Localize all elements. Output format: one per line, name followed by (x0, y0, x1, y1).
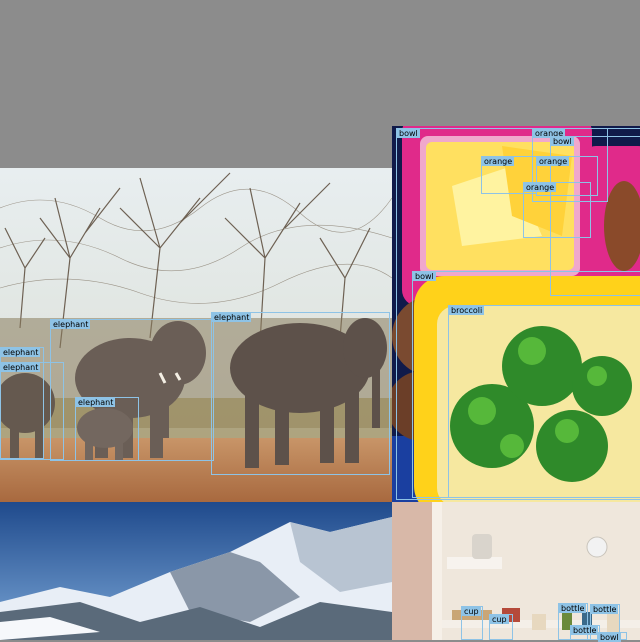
bento-lunch-photo (392, 126, 640, 502)
snowy-mountain-photo (0, 502, 392, 640)
elephant-herd-photo (0, 168, 392, 502)
kitchen-shelf-photo (392, 502, 640, 640)
